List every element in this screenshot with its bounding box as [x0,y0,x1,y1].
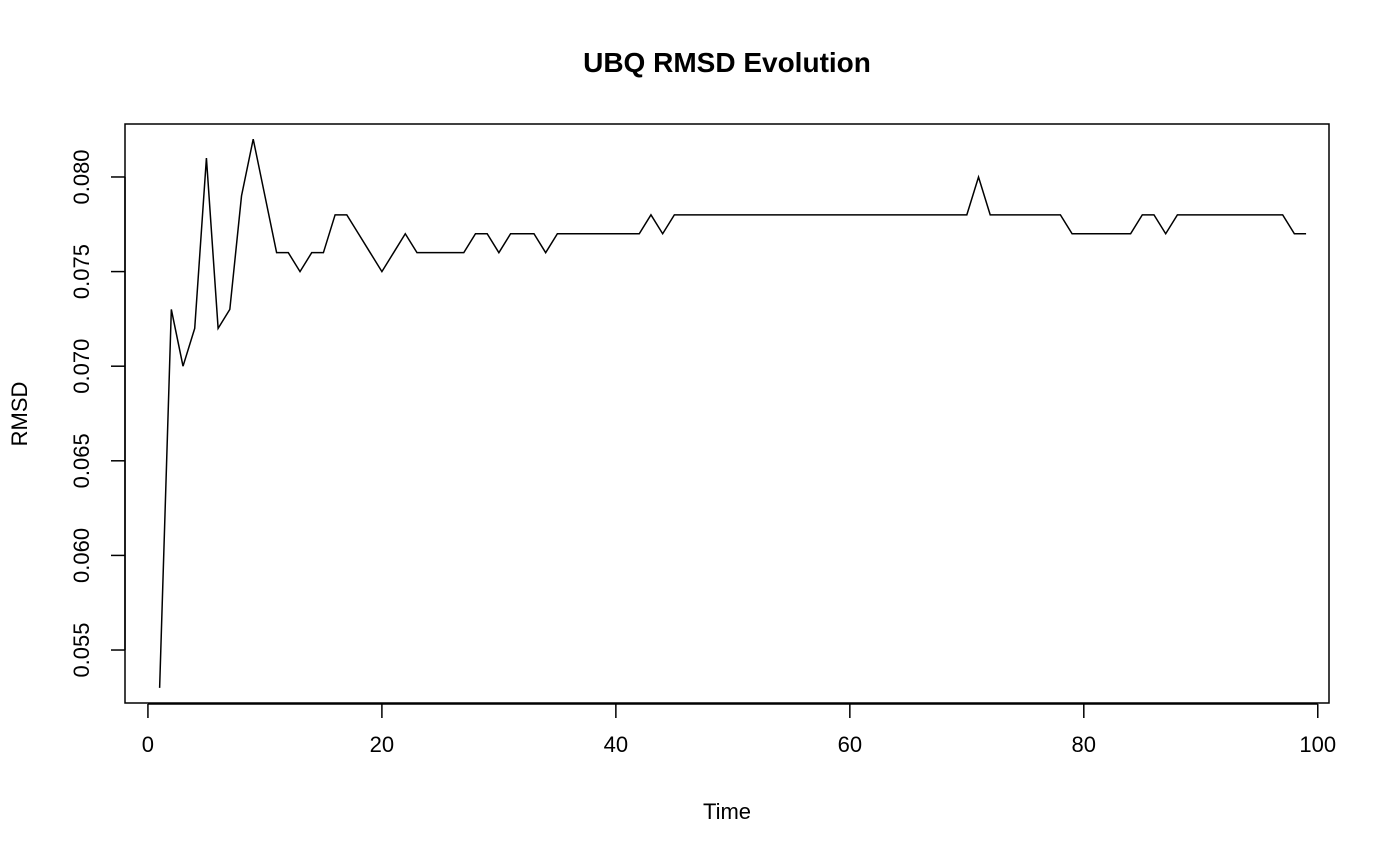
x-axis-label: Time [703,799,751,824]
y-axis-label: RMSD [7,382,32,447]
plot-frame [124,123,1330,704]
y-axis: 0.055 0.060 0.065 0.070 0.075 0.080 [69,149,126,678]
chart-title: UBQ RMSD Evolution [583,47,871,78]
x-tick-label: 0 [142,732,154,757]
x-tick-label: 80 [1072,732,1096,757]
x-tick-label: 40 [604,732,628,757]
y-tick-label: 0.070 [69,339,94,394]
y-tick-label: 0.080 [69,149,94,204]
x-tick-label: 60 [838,732,862,757]
x-axis: 0 20 40 60 80 100 [142,703,1336,757]
x-tick-label: 100 [1299,732,1336,757]
x-tick-label: 20 [370,732,394,757]
series-line [158,138,1307,688]
y-tick-label: 0.065 [69,433,94,488]
y-tick-label: 0.060 [69,528,94,583]
y-tick-label: 0.075 [69,244,94,299]
y-tick-label: 0.055 [69,622,94,677]
